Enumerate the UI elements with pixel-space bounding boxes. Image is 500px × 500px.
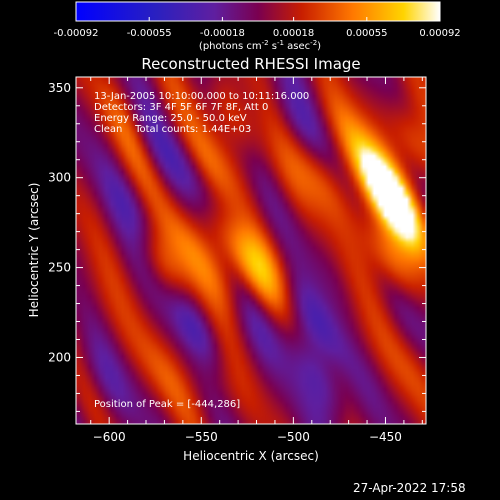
x-axis-label: Heliocentric X (arcsec) (183, 449, 319, 463)
y-tick-label: 250 (48, 261, 71, 275)
colorbar (75, 1, 441, 22)
x-tick-label: −600 (93, 430, 126, 444)
chart-title: Reconstructed RHESSI Image (141, 55, 360, 73)
y-tick-label: 300 (48, 171, 71, 185)
colorbar-tick-label: -0.00055 (127, 28, 172, 39)
colorbar-tick-label: 0.00018 (273, 28, 314, 39)
y-tick-label: 350 (48, 81, 71, 95)
x-tick-label: −450 (369, 430, 402, 444)
y-tick-label: 200 (48, 350, 71, 364)
heatmap-image (76, 77, 426, 424)
plot-frame (75, 76, 427, 425)
annotation-total-counts: Clean Total counts: 1.44E+03 (94, 124, 251, 135)
colorbar-ticks: -0.00092 -0.00055 -0.00018 0.00018 0.00055 0.… (54, 17, 461, 39)
axis-ticks: −600 −550 −500 −450 200 250 300 350 (48, 77, 426, 444)
y-axis-label: Heliocentric Y (arcsec) (27, 183, 41, 318)
annotation-time-range: 13-Jan-2005 10:10:00.000 to 10:11:16.000 (94, 91, 309, 102)
footer-timestamp: 27-Apr-2022 17:58 (353, 481, 466, 495)
colorbar-tick-label: 0.00092 (419, 28, 460, 39)
colorbar-unit-label: (photons cm-2 s-1 asec-2) (199, 39, 321, 52)
x-tick-label: −550 (185, 430, 218, 444)
colorbar-tick-label: 0.00055 (346, 28, 387, 39)
colorbar-tick-label: -0.00092 (54, 28, 99, 39)
annotation-energy-range: Energy Range: 25.0 - 50.0 keV (94, 113, 247, 124)
colorbar-tick-label: -0.00018 (200, 28, 245, 39)
annotation-detectors: Detectors: 3F 4F 5F 6F 7F 8F, Att 0 (94, 102, 268, 113)
x-tick-label: −500 (277, 430, 310, 444)
annotation-peak-position: Position of Peak = [-444,286] (94, 399, 240, 410)
